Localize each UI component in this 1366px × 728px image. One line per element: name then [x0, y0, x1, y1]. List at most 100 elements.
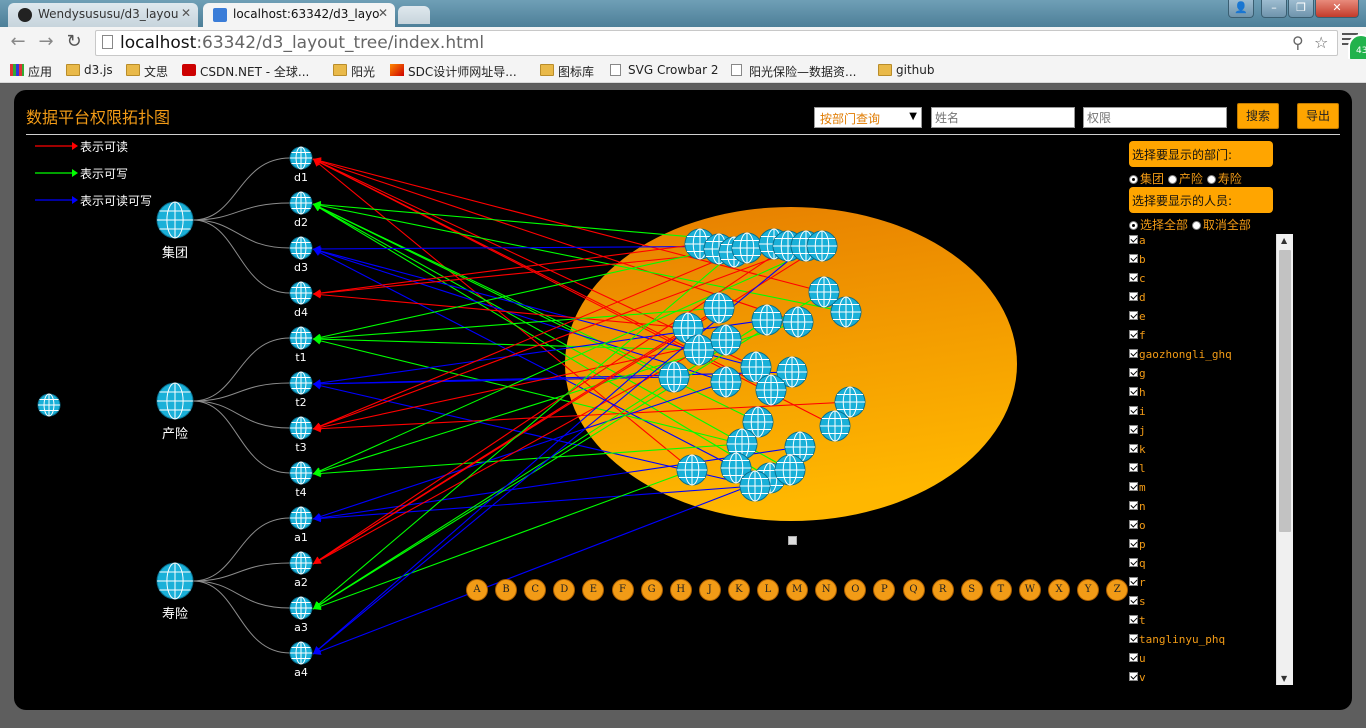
back-button[interactable]: ←: [10, 31, 26, 52]
letter-filter-button[interactable]: Z: [1106, 579, 1129, 601]
bookmark-csdn[interactable]: CSDN.NET - 全球...: [180, 63, 309, 80]
scroll-down-icon[interactable]: ▼: [1281, 674, 1288, 683]
checkbox-checked-icon[interactable]: [1129, 577, 1138, 586]
bookmark-yangguang[interactable]: 阳光: [331, 63, 375, 80]
bookmark-yangguang-data[interactable]: 阳光保险—数据资...: [729, 63, 856, 80]
bookmark-star-icon[interactable]: ☆: [1314, 33, 1329, 52]
bookmark-iconlib[interactable]: 图标库: [538, 63, 594, 80]
letter-filter-button[interactable]: F: [611, 579, 634, 601]
checkbox-checked-icon[interactable]: [1129, 387, 1138, 396]
user-globe-icon[interactable]: [726, 428, 758, 460]
letter-filter-button[interactable]: C: [524, 579, 547, 601]
minimize-button[interactable]: –: [1261, 0, 1287, 18]
address-bar[interactable]: localhost:63342/d3_layout_tree/index.htm…: [95, 30, 1338, 56]
maximize-button[interactable]: ❐: [1288, 0, 1314, 18]
checkbox-checked-icon[interactable]: [1129, 406, 1138, 415]
search-button[interactable]: 搜索: [1237, 103, 1279, 129]
dept-radio-shouxian[interactable]: 寿险: [1206, 172, 1242, 186]
bookmark-github[interactable]: github: [876, 63, 934, 77]
dept-globe-icon[interactable]: [289, 326, 313, 350]
user-checkbox-item[interactable]: h: [1129, 386, 1146, 405]
user-globe-icon[interactable]: [658, 361, 690, 393]
letter-filter-button[interactable]: M: [786, 579, 809, 601]
dept-globe-icon[interactable]: [289, 371, 313, 395]
bookmark-svg-crowbar[interactable]: SVG Crowbar 2: [608, 63, 719, 77]
dept-globe-icon[interactable]: [289, 236, 313, 260]
dept-query-select[interactable]: 按部门查询 ▼: [814, 107, 922, 128]
bookmark-wensi[interactable]: 文思: [124, 63, 168, 80]
checkbox-checked-icon[interactable]: [1129, 596, 1138, 605]
user-checkbox-item[interactable]: q: [1129, 557, 1146, 576]
checkbox-checked-icon[interactable]: [1129, 615, 1138, 624]
checkbox-checked-icon[interactable]: [1129, 273, 1138, 282]
checkbox-checked-icon[interactable]: [1129, 311, 1138, 320]
dept-globe-icon[interactable]: [289, 146, 313, 170]
user-globe-icon[interactable]: [703, 292, 735, 324]
user-checkbox-item[interactable]: gaozhongli_ghq: [1129, 348, 1232, 367]
checkbox-checked-icon[interactable]: [1129, 463, 1138, 472]
letter-filter-button[interactable]: O: [844, 579, 867, 601]
user-globe-icon[interactable]: [740, 351, 772, 383]
user-globe-icon[interactable]: [720, 452, 752, 484]
group-globe-icon[interactable]: [156, 382, 194, 420]
group-globe-icon[interactable]: [156, 562, 194, 600]
user-globe-icon[interactable]: [806, 230, 838, 262]
user-checkbox-item[interactable]: f: [1129, 329, 1146, 348]
user-checkbox-item[interactable]: v: [1129, 671, 1146, 685]
user-checkbox-item[interactable]: n: [1129, 500, 1146, 519]
dept-globe-icon[interactable]: [289, 506, 313, 530]
close-icon[interactable]: ✕: [180, 6, 191, 20]
user-checkbox-item[interactable]: p: [1129, 538, 1146, 557]
letter-filter-button[interactable]: L: [757, 579, 779, 601]
user-checkbox-item[interactable]: t: [1129, 614, 1146, 633]
letter-filter-button[interactable]: Y: [1077, 579, 1100, 601]
letter-filter-button[interactable]: P: [873, 579, 896, 601]
user-globe-icon[interactable]: [742, 406, 774, 438]
user-globe-icon[interactable]: [830, 296, 862, 328]
checkbox-checked-icon[interactable]: [1129, 235, 1138, 244]
dept-globe-icon[interactable]: [289, 416, 313, 440]
bookmark-sdc[interactable]: SDC设计师网址导...: [388, 63, 517, 80]
user-checkbox-item[interactable]: r: [1129, 576, 1146, 595]
letter-filter-button[interactable]: K: [727, 579, 750, 601]
permission-input[interactable]: [1083, 107, 1227, 128]
user-globe-icon[interactable]: [776, 356, 808, 388]
scroll-thumb[interactable]: [1279, 250, 1291, 532]
letter-filter-button[interactable]: J: [698, 579, 721, 601]
letter-filter-button[interactable]: G: [640, 579, 663, 601]
user-checkbox-item[interactable]: tanglinyu_phq: [1129, 633, 1225, 652]
deselect-all-radio[interactable]: 取消全部: [1191, 218, 1251, 232]
new-tab-button[interactable]: [398, 6, 430, 24]
dept-globe-icon[interactable]: [289, 641, 313, 665]
user-checkbox-item[interactable]: l: [1129, 462, 1146, 481]
user-globe-icon[interactable]: [751, 304, 783, 336]
checkbox-checked-icon[interactable]: [1129, 653, 1138, 662]
user-checkbox-item[interactable]: k: [1129, 443, 1146, 462]
user-checkbox-item[interactable]: m: [1129, 481, 1146, 500]
checkbox-checked-icon[interactable]: [1129, 482, 1138, 491]
forward-button[interactable]: →: [38, 31, 54, 52]
window-close-button[interactable]: ✕: [1315, 0, 1359, 18]
user-checkbox-item[interactable]: i: [1129, 405, 1146, 424]
checkbox-checked-icon[interactable]: [1129, 672, 1138, 681]
root-globe-icon[interactable]: [37, 393, 61, 417]
user-globe-icon[interactable]: [683, 334, 715, 366]
scroll-up-icon[interactable]: ▲: [1281, 236, 1288, 245]
checkbox-checked-icon[interactable]: [1129, 444, 1138, 453]
dept-globe-icon[interactable]: [289, 281, 313, 305]
user-icon[interactable]: 👤: [1228, 0, 1254, 18]
user-globe-icon[interactable]: [710, 324, 742, 356]
user-globe-icon[interactable]: [782, 306, 814, 338]
checkbox-checked-icon[interactable]: [1129, 330, 1138, 339]
letter-filter-button[interactable]: W: [1018, 579, 1041, 601]
bookmark-apps[interactable]: 应用: [8, 63, 52, 80]
letter-filter-button[interactable]: D: [553, 579, 576, 601]
user-globe-icon[interactable]: [808, 276, 840, 308]
user-checkbox-item[interactable]: d: [1129, 291, 1146, 310]
letter-filter-button[interactable]: E: [582, 579, 605, 601]
user-checkbox-item[interactable]: e: [1129, 310, 1146, 329]
user-checkbox-item[interactable]: o: [1129, 519, 1146, 538]
export-button[interactable]: 导出: [1297, 103, 1339, 129]
tab-github[interactable]: Wendysususu/d3_layou ✕: [8, 3, 198, 27]
letter-filter-button[interactable]: A: [466, 579, 488, 601]
